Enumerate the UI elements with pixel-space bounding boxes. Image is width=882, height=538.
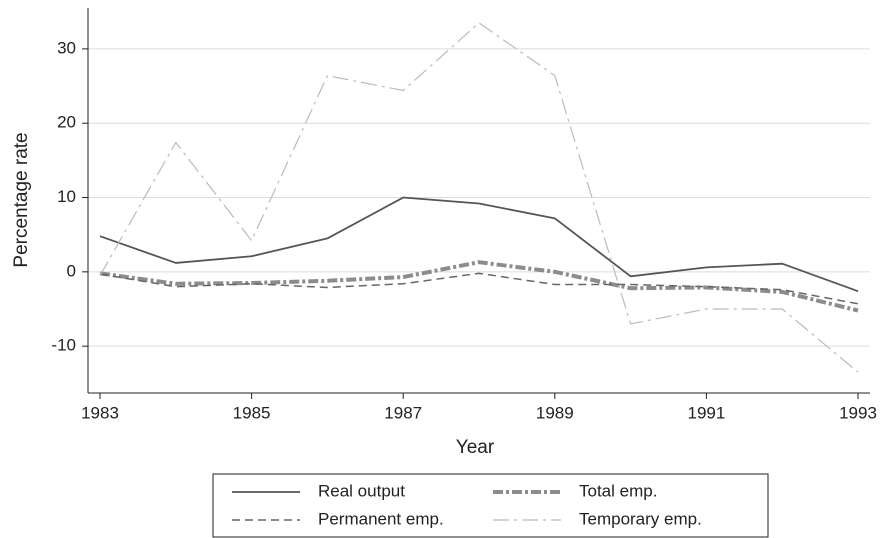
x-tick-label: 1989: [536, 403, 574, 422]
x-axis-title: Year: [456, 437, 495, 458]
y-tick-label: -10: [51, 336, 76, 355]
legend-label: Permanent emp.: [318, 509, 444, 528]
legend-label: Temporary emp.: [579, 509, 702, 528]
series-line: [99, 260, 859, 313]
y-tick-label: 10: [57, 187, 76, 206]
y-axis-title: Percentage rate: [11, 132, 32, 267]
series-line: [99, 272, 859, 305]
y-tick-label: 0: [67, 261, 76, 280]
x-tick-label: 1991: [687, 403, 725, 422]
x-tick-label: 1985: [233, 403, 271, 422]
legend-label: Real output: [318, 481, 405, 500]
x-tick-label: 1993: [839, 403, 877, 422]
legend-box: [212, 473, 769, 538]
y-tick-label: 20: [57, 113, 76, 132]
y-tick-label: 30: [57, 38, 76, 57]
x-tick-label: 1983: [81, 403, 119, 422]
x-tick-label: 1987: [384, 403, 422, 422]
legend-label: Total emp.: [579, 481, 657, 500]
series-line: [99, 196, 859, 293]
series-line: [99, 22, 859, 373]
